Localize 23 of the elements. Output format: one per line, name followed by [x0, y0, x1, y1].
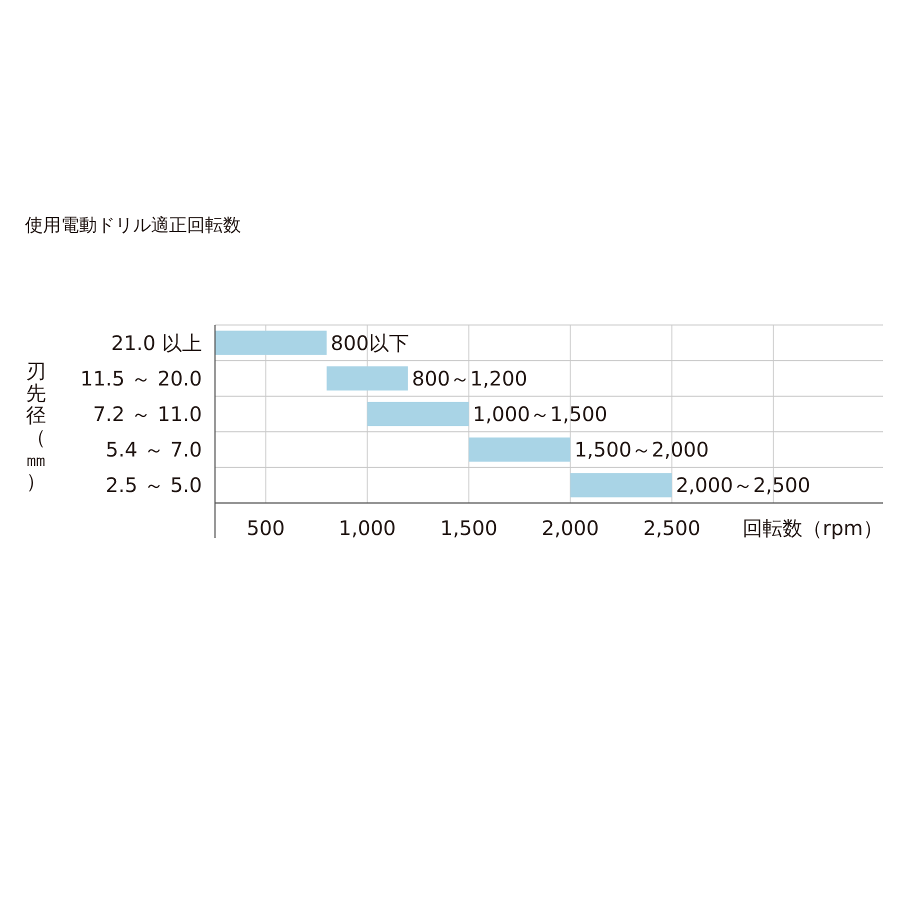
annotation: 800以下 — [330, 330, 409, 355]
y-tick-label: 5.4 ～ 7.0 — [106, 438, 202, 462]
annotation: 1,500～2,000 — [574, 438, 709, 462]
y-tick-label: 21.0 以上 — [111, 330, 202, 355]
annotation: 800～1,200 — [412, 366, 528, 390]
annotation: 1,000～1,500 — [472, 402, 608, 426]
y-tick-label: 2.5 ～ 5.0 — [106, 473, 202, 498]
bar — [326, 366, 408, 391]
x-axis-title: 回転数（rpm） — [742, 516, 883, 540]
annotation: 2,000～2,500 — [676, 473, 810, 498]
x-tick-label: 1,500 — [440, 516, 498, 540]
bar — [367, 402, 469, 426]
bar — [468, 437, 570, 462]
chart-title: 使用電動ドリル適正回転数 — [25, 215, 241, 236]
x-tick-label: 2,000 — [542, 516, 599, 540]
y-axis-title: 刃先径（㎜） — [26, 359, 46, 493]
x-tick-label: 2,500 — [643, 516, 700, 540]
y-tick-label: 11.5 ～ 20.0 — [80, 366, 202, 390]
bar — [215, 330, 327, 355]
x-tick-label: 1,000 — [338, 516, 396, 540]
y-tick-label: 7.2 ～ 11.0 — [92, 402, 202, 426]
x-tick-label: 500 — [246, 516, 285, 540]
bar — [570, 473, 672, 498]
